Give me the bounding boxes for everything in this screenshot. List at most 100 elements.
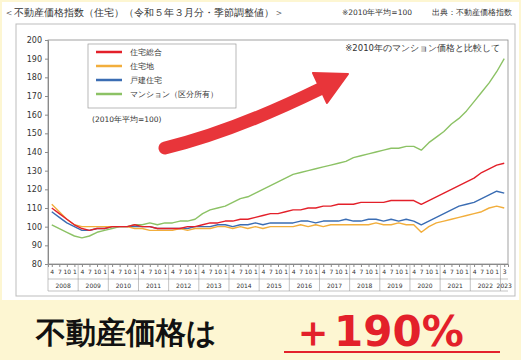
x-tick-mark xyxy=(361,264,362,267)
x-tick-mark xyxy=(338,264,339,267)
year-separator xyxy=(259,264,260,291)
y-tick-label: 190 xyxy=(27,55,42,64)
x-tick: 4 xyxy=(322,264,326,275)
year-separator xyxy=(409,264,410,291)
y-tick-label: 100 xyxy=(27,223,42,232)
x-tick-mark xyxy=(376,264,377,267)
x-tick-label: 10 xyxy=(365,268,373,275)
y-tick: 180 xyxy=(27,73,48,82)
x-tick-mark xyxy=(263,264,264,267)
x-tick: 4 xyxy=(382,264,386,275)
year-separator xyxy=(440,264,441,291)
y-tick-label: 120 xyxy=(27,185,42,194)
y-tick: 90 xyxy=(32,241,48,250)
x-tick-label: 7 xyxy=(390,268,394,275)
series-line xyxy=(52,204,504,232)
y-tick-mark xyxy=(45,264,48,265)
x-tick-label: 7 xyxy=(480,268,484,275)
x-tick: 1 xyxy=(194,264,198,275)
x-tick: 10 xyxy=(124,264,132,275)
x-tick-label: 10 xyxy=(154,268,162,275)
x-tick: 4 xyxy=(50,264,54,275)
x-tick-mark xyxy=(368,264,369,267)
x-tick: 10 xyxy=(365,264,373,275)
x-tick-label: 4 xyxy=(171,268,175,275)
x-tick-mark xyxy=(127,264,128,267)
x-tick-label: 10 xyxy=(395,268,403,275)
x-tick: 7 xyxy=(269,264,273,275)
x-tick-label: 4 xyxy=(141,268,145,275)
x-tick: 10 xyxy=(94,264,102,275)
year-separator xyxy=(108,264,109,291)
x-tick: 7 xyxy=(239,264,243,275)
x-tick: 10 xyxy=(425,264,433,275)
x-tick-label: 3 xyxy=(503,268,507,275)
year-label: 2010 xyxy=(116,282,131,289)
x-tick-label: 7 xyxy=(239,268,243,275)
x-tick-label: 7 xyxy=(179,268,183,275)
year-label: 2012 xyxy=(176,282,191,289)
y-tick-mark xyxy=(45,227,48,228)
x-tick-mark xyxy=(157,264,158,267)
year-separator xyxy=(319,264,320,291)
x-tick-mark xyxy=(384,264,385,267)
x-tick-mark xyxy=(270,264,271,267)
x-tick-mark xyxy=(286,264,287,267)
headline: 不動産価格は xyxy=(35,315,217,350)
x-tick: 10 xyxy=(245,264,253,275)
x-tick-mark xyxy=(459,264,460,267)
x-tick-mark xyxy=(135,264,136,267)
y-tick-label: 110 xyxy=(27,204,42,213)
x-tick: 10 xyxy=(214,264,222,275)
x-tick: 7 xyxy=(480,264,484,275)
year-row-line xyxy=(48,291,508,292)
x-tick-mark xyxy=(59,264,60,267)
year-separator xyxy=(138,264,139,291)
headline-underline xyxy=(284,351,500,353)
x-tick-label: 4 xyxy=(473,268,477,275)
legend-swatch xyxy=(96,51,122,54)
y-tick-mark xyxy=(45,245,48,246)
y-tick-mark xyxy=(45,189,48,190)
y-tick: 140 xyxy=(27,148,48,157)
x-tick: 1 xyxy=(133,264,137,275)
y-tick: 160 xyxy=(27,111,48,120)
x-tick-label: 4 xyxy=(201,268,205,275)
year-separator xyxy=(198,264,199,291)
x-tick: 7 xyxy=(209,264,213,275)
x-tick-label: 10 xyxy=(275,268,283,275)
x-tick-mark xyxy=(346,264,347,267)
x-tick-label: 1 xyxy=(194,268,198,275)
x-tick: 7 xyxy=(118,264,122,275)
x-tick-mark xyxy=(74,264,75,267)
year-label: 2011 xyxy=(146,282,161,289)
y-tick: 190 xyxy=(27,55,48,64)
x-tick: 1 xyxy=(375,264,379,275)
x-tick-label: 1 xyxy=(254,268,258,275)
x-tick-label: 4 xyxy=(262,268,266,275)
x-tick: 7 xyxy=(179,264,183,275)
x-tick: 4 xyxy=(141,264,145,275)
background xyxy=(0,0,521,360)
x-tick-mark xyxy=(105,264,106,267)
x-tick-mark xyxy=(165,264,166,267)
y-tick-mark xyxy=(45,59,48,60)
y-tick-label: 200 xyxy=(27,36,42,45)
source: 出典：不動産価格指数 xyxy=(432,8,512,17)
x-tick: 7 xyxy=(329,264,333,275)
x-tick-mark xyxy=(323,264,324,267)
note: ※2010年平均=100 xyxy=(342,8,412,17)
x-tick-label: 4 xyxy=(322,268,326,275)
x-tick-mark xyxy=(399,264,400,267)
x-tick-label: 4 xyxy=(442,268,446,275)
x-tick: 7 xyxy=(450,264,454,275)
legend-label: 住宅地 xyxy=(130,62,154,71)
x-tick-label: 1 xyxy=(103,268,107,275)
x-tick: 1 xyxy=(314,264,318,275)
year-separator xyxy=(470,264,471,291)
x-tick: 4 xyxy=(262,264,266,275)
x-tick-label: 7 xyxy=(118,268,122,275)
x-tick-mark xyxy=(67,264,68,267)
y-tick-label: 80 xyxy=(32,260,42,269)
x-tick-label: 7 xyxy=(299,268,303,275)
